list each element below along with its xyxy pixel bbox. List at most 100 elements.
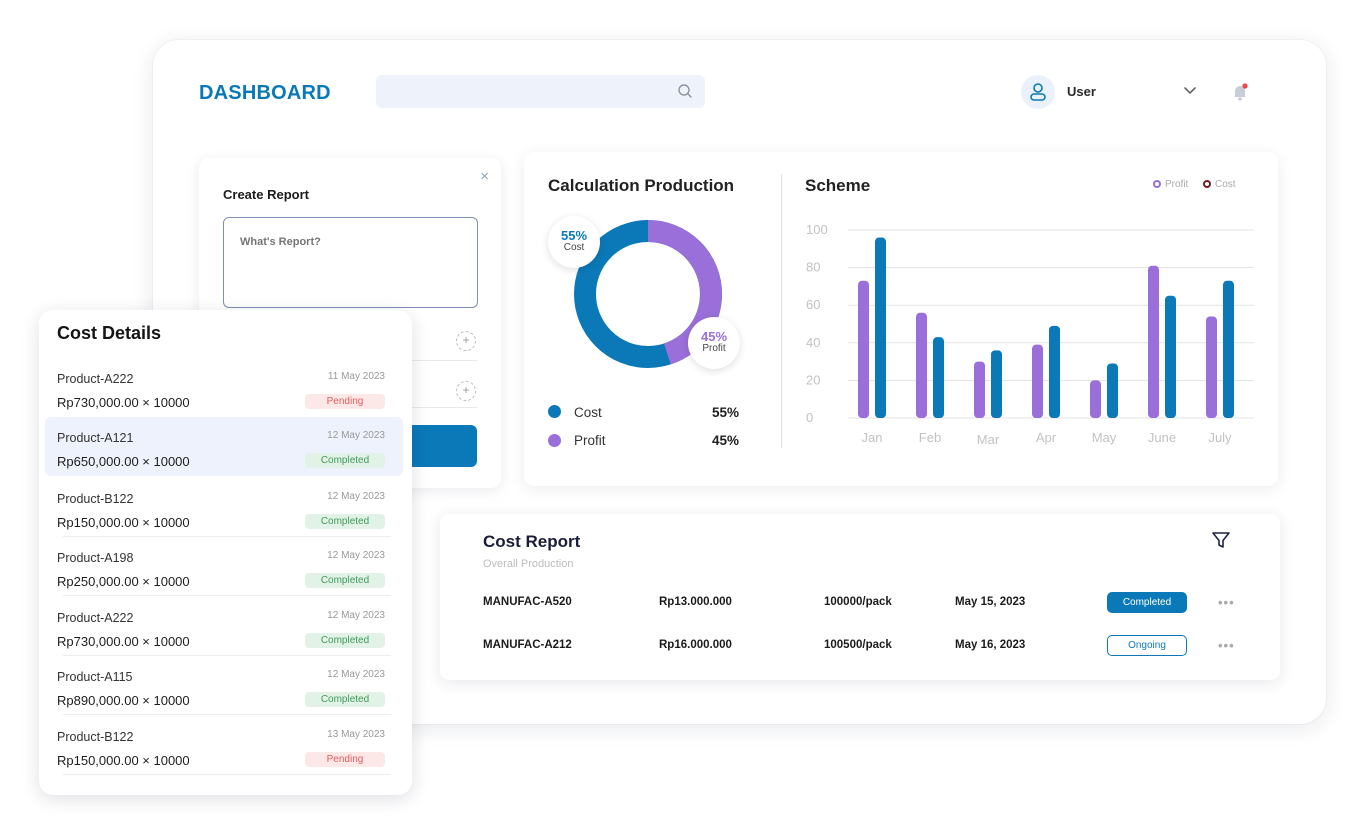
legend-cost: Cost [1203, 179, 1236, 190]
y-tick-label: 20 [806, 372, 820, 387]
product-price: Rp250,000.00 × 10000 [57, 574, 190, 589]
search-input[interactable] [376, 75, 705, 108]
chevron-down-icon[interactable] [1183, 86, 1197, 96]
product-price: Rp150,000.00 × 10000 [57, 753, 190, 768]
product-date: 12 May 2023 [327, 669, 385, 680]
bar-profit-jan [858, 280, 869, 418]
table-row[interactable]: MANUFAC-A520 Rp13.000.000 100000/pack Ma… [440, 592, 1280, 616]
report-date: May 15, 2023 [955, 596, 1026, 608]
cost-report-card: Cost Report Overall Production MANUFAC-A… [440, 514, 1280, 680]
legend-ring-icon [1203, 180, 1211, 188]
cost-legend-value: 55% [712, 405, 740, 420]
report-date: May 16, 2023 [955, 639, 1026, 651]
more-icon[interactable]: ••• [1218, 638, 1235, 653]
legend-ring-icon [1153, 180, 1161, 188]
table-row[interactable]: MANUFAC-A212 Rp16.000.000 100500/pack Ma… [440, 635, 1280, 659]
product-date: 13 May 2023 [327, 729, 385, 740]
cost-details-panel: Cost Details Product-A222 11 May 2023 Rp… [39, 310, 412, 795]
cost-report-subtitle: Overall Production [483, 558, 574, 570]
product-date: 12 May 2023 [327, 491, 385, 502]
brand-title: DASHBOARD [199, 82, 331, 104]
add-icon[interactable]: + [456, 331, 476, 351]
report-qty: 100500/pack [824, 639, 892, 651]
user-icon [1030, 83, 1046, 101]
report-code: MANUFAC-A212 [483, 639, 572, 651]
report-amount: Rp13.000.000 [659, 596, 732, 608]
cost-legend-dot [548, 405, 561, 418]
profit-percent: 45% [700, 329, 728, 344]
report-input[interactable] [223, 217, 478, 308]
status-badge: Completed [305, 692, 385, 707]
donut-slice-profit [574, 220, 722, 368]
cost-bubble: 55% Cost [548, 216, 600, 268]
filter-icon[interactable] [1211, 530, 1231, 550]
bar-cost-mar [991, 350, 1002, 418]
product-price: Rp730,000.00 × 10000 [57, 634, 190, 649]
profit-legend-dot [548, 434, 561, 447]
x-tick-label: Jan [862, 430, 883, 445]
bar-cost-apr [1049, 325, 1060, 418]
bar-profit-mar [974, 361, 985, 418]
close-icon[interactable]: × [480, 168, 489, 185]
product-date: 12 May 2023 [327, 610, 385, 621]
product-price: Rp150,000.00 × 10000 [57, 515, 190, 530]
status-badge[interactable]: Ongoing [1107, 635, 1187, 656]
search-icon[interactable] [677, 83, 693, 99]
donut-chart [574, 220, 722, 368]
x-tick-label: Feb [919, 430, 941, 445]
avatar[interactable] [1021, 75, 1055, 109]
product-name: Product-A222 [57, 611, 134, 625]
bar-profit-may [1090, 380, 1101, 418]
status-badge: Completed [305, 453, 385, 468]
list-item[interactable]: Product-A115 12 May 2023 Rp890,000.00 × … [45, 656, 403, 715]
cost-details-title: Cost Details [57, 323, 162, 343]
list-item[interactable]: Product-A222 11 May 2023 Rp730,000.00 × … [45, 358, 403, 417]
add-icon[interactable]: + [456, 381, 476, 401]
list-item[interactable]: Product-A222 12 May 2023 Rp730,000.00 × … [45, 597, 403, 656]
more-icon[interactable]: ••• [1218, 595, 1235, 610]
product-price: Rp890,000.00 × 10000 [57, 693, 190, 708]
list-item[interactable]: Product-A121 12 May 2023 Rp650,000.00 × … [45, 417, 403, 476]
divider [407, 360, 477, 361]
list-item[interactable]: Product-A198 12 May 2023 Rp250,000.00 × … [45, 537, 403, 596]
status-badge: Completed [305, 573, 385, 588]
x-tick-label: May [1092, 430, 1117, 445]
y-tick-label: 80 [806, 260, 820, 275]
bar-cost-jan [875, 237, 886, 418]
product-date: 12 May 2023 [327, 430, 385, 441]
divider [407, 407, 477, 408]
profit-legend-value: 45% [712, 433, 740, 448]
divider [63, 774, 391, 775]
list-item[interactable]: Product-B122 12 May 2023 Rp150,000.00 × … [45, 478, 403, 537]
bar-profit-feb [916, 312, 927, 418]
legend-cost-label: Cost [1215, 179, 1236, 190]
report-code: MANUFAC-A520 [483, 596, 572, 608]
calculation-card: Calculation Production 55% Cost 45% Prof… [524, 152, 1278, 486]
legend-profit-label: Profit [1165, 179, 1189, 190]
bell-icon[interactable] [1230, 82, 1250, 102]
report-qty: 100000/pack [824, 596, 892, 608]
product-name: Product-B122 [57, 730, 134, 744]
scheme-title: Scheme [805, 176, 871, 195]
cost-legend-label: Cost [574, 405, 602, 420]
product-name: Product-A121 [57, 431, 134, 445]
status-badge[interactable]: Completed [1107, 592, 1187, 613]
product-date: 11 May 2023 [327, 371, 385, 382]
bar-cost-may [1107, 363, 1118, 418]
divider [63, 536, 391, 537]
bar-cost-july [1223, 280, 1234, 418]
create-report-title: Create Report [223, 187, 309, 202]
product-price: Rp730,000.00 × 10000 [57, 395, 190, 410]
legend-profit: Profit [1153, 179, 1188, 190]
x-tick-label: July [1208, 430, 1232, 445]
cost-report-title: Cost Report [483, 532, 581, 551]
product-name: Product-A198 [57, 551, 134, 565]
x-tick-label: Mar [977, 432, 1000, 447]
create-report-button[interactable] [407, 425, 477, 467]
status-badge: Completed [305, 633, 385, 648]
product-name: Product-A115 [57, 670, 133, 684]
user-name: User [1067, 84, 1096, 99]
report-amount: Rp16.000.000 [659, 639, 732, 651]
list-item[interactable]: Product-B122 13 May 2023 Rp150,000.00 × … [45, 716, 403, 775]
